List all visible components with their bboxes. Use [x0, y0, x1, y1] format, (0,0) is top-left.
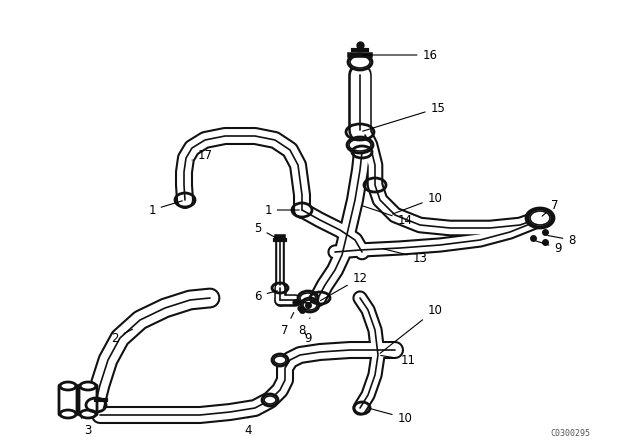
Text: 8: 8: [548, 233, 576, 246]
Text: C0300295: C0300295: [550, 429, 590, 438]
Text: 1: 1: [148, 201, 182, 216]
Ellipse shape: [262, 394, 278, 406]
Text: 1: 1: [264, 203, 300, 216]
Text: 2: 2: [111, 329, 132, 345]
Ellipse shape: [298, 291, 318, 305]
Text: 16: 16: [363, 48, 438, 61]
Text: 11: 11: [381, 353, 415, 366]
FancyBboxPatch shape: [59, 385, 77, 415]
FancyBboxPatch shape: [79, 385, 97, 415]
Text: 8: 8: [298, 318, 310, 336]
Text: 7: 7: [281, 313, 294, 336]
Text: 5: 5: [254, 221, 278, 239]
Ellipse shape: [301, 298, 319, 312]
Text: 15: 15: [363, 102, 445, 131]
Ellipse shape: [60, 382, 76, 390]
Text: 10: 10: [380, 303, 442, 353]
Text: 9: 9: [304, 332, 312, 345]
Text: 9: 9: [536, 241, 562, 254]
Text: 12: 12: [321, 271, 367, 301]
Ellipse shape: [60, 410, 76, 418]
Text: 13: 13: [383, 249, 428, 264]
Text: 14: 14: [363, 206, 413, 227]
Text: 10: 10: [392, 191, 442, 214]
Ellipse shape: [80, 410, 96, 418]
Ellipse shape: [272, 354, 288, 366]
Ellipse shape: [80, 382, 96, 390]
Text: 10: 10: [371, 409, 412, 425]
Text: 7: 7: [542, 198, 559, 216]
Text: 17: 17: [192, 148, 212, 161]
Ellipse shape: [347, 137, 373, 153]
Text: 3: 3: [81, 418, 92, 436]
Ellipse shape: [348, 54, 372, 70]
Text: 4: 4: [244, 418, 252, 436]
Ellipse shape: [528, 209, 552, 227]
Text: 6: 6: [254, 289, 277, 302]
